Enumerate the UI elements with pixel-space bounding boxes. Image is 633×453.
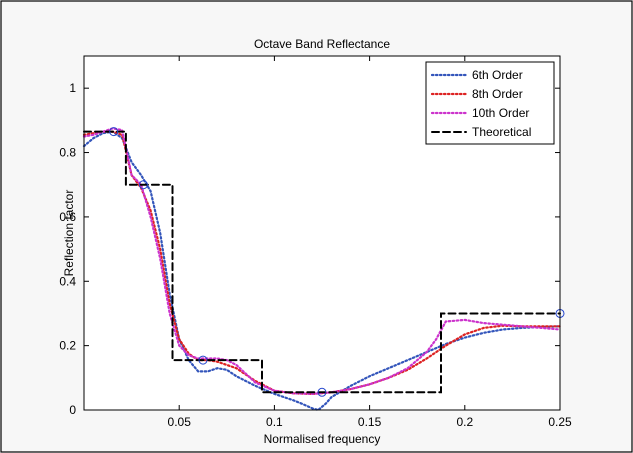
x-tick-label: 0.05	[168, 415, 192, 429]
y-tick-label: 0.8	[59, 146, 76, 160]
y-tick-label: 0.6	[59, 210, 76, 224]
series-line-6th-order	[82, 130, 562, 412]
y-tick-label: 0.4	[59, 274, 76, 288]
legend-label: 6th Order	[472, 68, 523, 82]
y-tick-label: 0	[69, 403, 76, 417]
axes-box	[83, 55, 561, 411]
circle-marker	[138, 180, 148, 190]
x-tick-label: 0.15	[358, 415, 382, 429]
series-line-theoretical	[83, 130, 561, 394]
chart-title: Octave Band Reflectance	[254, 37, 390, 51]
series-line-8th-order	[82, 130, 562, 396]
legend-label: Theoretical	[472, 125, 531, 139]
legend-label: 10th Order	[472, 106, 529, 120]
series-layer	[82, 127, 562, 412]
circle-marker	[317, 387, 327, 397]
x-tick-label: 0.1	[266, 415, 283, 429]
y-tick-label: 1	[69, 81, 76, 95]
legend: 6th Order 8th Order 10th Order Theoretical	[425, 61, 555, 145]
series-line-10th-order	[82, 127, 562, 396]
x-tick-label: 0.2	[456, 415, 473, 429]
circle-marker	[109, 127, 119, 137]
legend-label: 8th Order	[472, 87, 523, 101]
y-tick-label: 0.2	[59, 339, 76, 353]
x-axis-label: Normalised frequency	[264, 432, 381, 446]
x-tick-label: 0.25	[548, 415, 572, 429]
circle-marker	[198, 355, 208, 365]
y-axis-label: Reflection factor	[62, 190, 76, 277]
